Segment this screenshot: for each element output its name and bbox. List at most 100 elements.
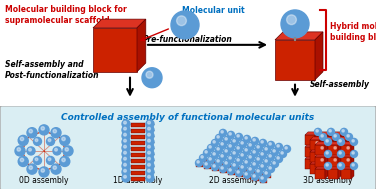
Circle shape — [124, 145, 126, 148]
Circle shape — [217, 160, 219, 162]
Circle shape — [29, 129, 32, 133]
Text: Self-assembly: Self-assembly — [310, 80, 370, 89]
Circle shape — [338, 150, 344, 157]
Polygon shape — [341, 157, 351, 167]
Circle shape — [342, 142, 344, 144]
Circle shape — [200, 154, 206, 161]
Circle shape — [320, 133, 326, 140]
Circle shape — [142, 68, 162, 88]
Circle shape — [329, 154, 331, 156]
Circle shape — [220, 153, 226, 160]
Circle shape — [62, 137, 65, 141]
Circle shape — [324, 150, 332, 157]
Circle shape — [232, 150, 238, 157]
Circle shape — [233, 140, 235, 142]
Circle shape — [327, 140, 335, 147]
FancyBboxPatch shape — [0, 106, 376, 189]
Circle shape — [247, 154, 255, 161]
Polygon shape — [315, 142, 328, 145]
Bar — [131, 141, 145, 145]
Circle shape — [252, 137, 259, 144]
Circle shape — [232, 138, 238, 145]
Polygon shape — [346, 149, 349, 162]
Circle shape — [122, 126, 130, 134]
Polygon shape — [341, 132, 344, 145]
Bar — [264, 175, 271, 178]
Circle shape — [281, 152, 284, 154]
Circle shape — [146, 126, 154, 134]
Circle shape — [269, 155, 271, 157]
Circle shape — [33, 137, 41, 145]
Polygon shape — [315, 32, 323, 80]
Circle shape — [221, 167, 223, 169]
Circle shape — [281, 10, 309, 38]
Circle shape — [241, 142, 243, 144]
Circle shape — [213, 153, 215, 155]
Circle shape — [146, 168, 154, 176]
Polygon shape — [305, 135, 315, 145]
Circle shape — [267, 165, 274, 173]
Circle shape — [229, 145, 231, 147]
Circle shape — [338, 138, 344, 145]
Polygon shape — [315, 144, 318, 157]
Circle shape — [122, 150, 130, 158]
Circle shape — [146, 71, 153, 78]
Circle shape — [227, 155, 235, 163]
Circle shape — [329, 130, 331, 132]
Circle shape — [146, 144, 154, 152]
Polygon shape — [323, 149, 336, 152]
Polygon shape — [336, 164, 346, 174]
Circle shape — [148, 157, 150, 160]
Polygon shape — [315, 157, 325, 167]
Circle shape — [341, 128, 347, 135]
Circle shape — [352, 164, 354, 166]
Circle shape — [314, 153, 321, 160]
Circle shape — [215, 158, 223, 165]
Circle shape — [227, 143, 235, 150]
Bar — [240, 170, 247, 173]
Circle shape — [146, 174, 154, 182]
Polygon shape — [351, 142, 354, 155]
Circle shape — [232, 163, 238, 170]
Text: 0D assembly: 0D assembly — [19, 176, 69, 185]
Circle shape — [252, 161, 259, 168]
Circle shape — [220, 141, 226, 148]
Circle shape — [27, 164, 37, 174]
Circle shape — [148, 139, 150, 142]
Circle shape — [63, 146, 73, 156]
Polygon shape — [305, 159, 315, 169]
Polygon shape — [328, 157, 338, 167]
Circle shape — [273, 150, 275, 152]
Circle shape — [320, 157, 326, 164]
Circle shape — [60, 135, 70, 145]
Polygon shape — [328, 145, 338, 155]
Bar — [131, 153, 145, 157]
Circle shape — [261, 177, 263, 179]
Text: Hybrid molecular
building block: Hybrid molecular building block — [330, 22, 376, 42]
Polygon shape — [310, 137, 323, 140]
Bar — [236, 174, 243, 177]
Circle shape — [215, 146, 223, 153]
Circle shape — [211, 163, 218, 170]
Circle shape — [208, 156, 214, 163]
Circle shape — [264, 146, 270, 153]
Circle shape — [253, 175, 255, 177]
Polygon shape — [331, 147, 341, 157]
Circle shape — [321, 159, 323, 161]
Circle shape — [350, 163, 358, 170]
Circle shape — [316, 130, 318, 132]
Text: Pre-functionalization: Pre-functionalization — [143, 35, 233, 44]
Circle shape — [217, 148, 219, 150]
Circle shape — [267, 141, 274, 148]
Polygon shape — [275, 40, 315, 80]
Circle shape — [245, 161, 247, 163]
Circle shape — [215, 134, 223, 141]
Circle shape — [47, 137, 55, 145]
Text: 3D assembly: 3D assembly — [303, 176, 353, 185]
Circle shape — [257, 146, 259, 148]
Circle shape — [124, 127, 126, 130]
Circle shape — [285, 147, 287, 149]
Circle shape — [223, 136, 230, 143]
Circle shape — [339, 164, 341, 166]
Polygon shape — [320, 161, 323, 174]
